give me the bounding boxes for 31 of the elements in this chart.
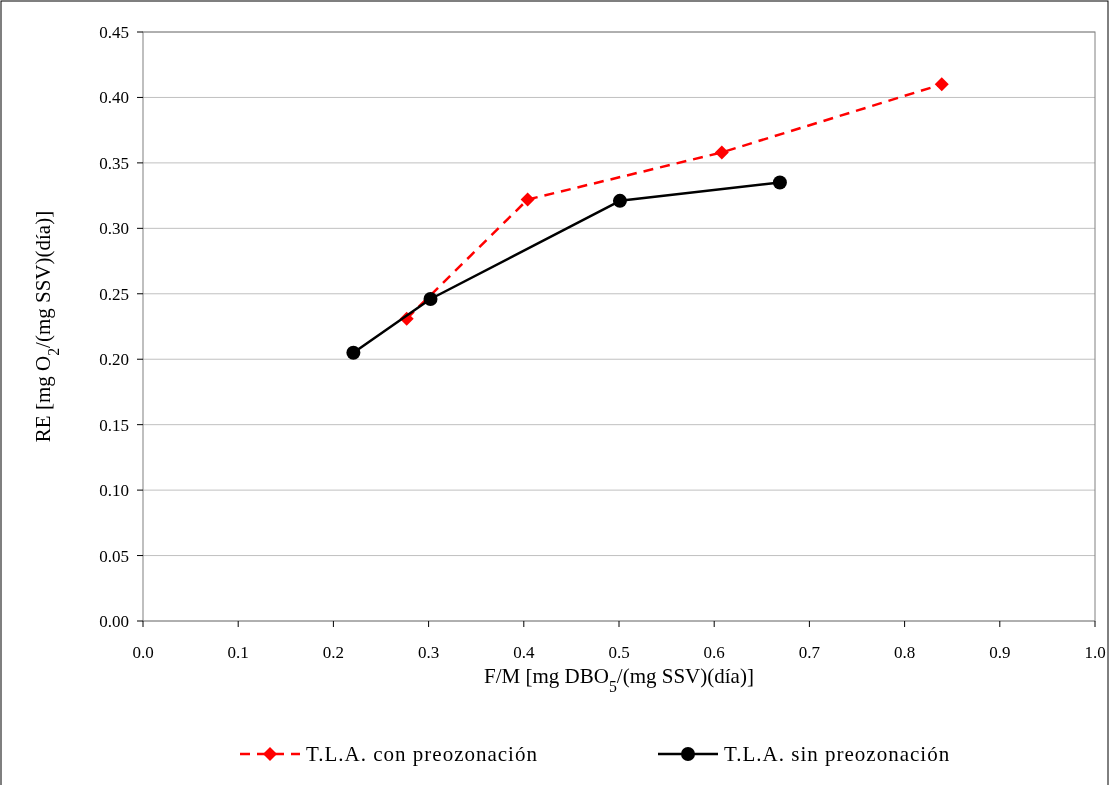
y-tick-label: 0.25 (99, 284, 129, 304)
x-tick-label: 0.5 (608, 643, 630, 662)
x-tick-label: 0.9 (989, 643, 1011, 662)
x-tick-label: 0.2 (322, 643, 345, 662)
x-tick-label: 0.3 (417, 643, 440, 662)
y-tick-label: 0.15 (99, 415, 129, 435)
y-tick-label: 0.30 (99, 219, 129, 239)
x-tick-label: 0.6 (703, 643, 725, 662)
point (612, 193, 627, 208)
x-tick-label: 0.8 (893, 643, 916, 662)
x-tick-label: 0.4 (513, 643, 535, 662)
point (423, 292, 438, 307)
x-tick-label: 1.0 (1084, 643, 1106, 662)
legend-label: T.L.A. sin preozonación (724, 742, 951, 766)
y-tick-label: 0.00 (99, 612, 129, 631)
x-tick-label: 0.0 (132, 643, 154, 662)
point (520, 192, 535, 207)
y-tick-label: 0.35 (99, 153, 129, 173)
x-tick-label: 0.1 (227, 643, 249, 662)
y-tick-label: 0.05 (99, 546, 129, 566)
y-tick-label: 0.10 (99, 481, 129, 501)
point (772, 175, 787, 190)
point (346, 345, 361, 360)
y-tick-label: 0.45 (99, 23, 129, 42)
y-tick-label: 0.40 (99, 88, 129, 108)
point (934, 77, 949, 92)
x-tick-label: 0.7 (798, 643, 821, 662)
x-axis-title: F/M [mg DBO$_{5}$/(mg SSV)(día)] (484, 664, 754, 695)
legend-label: T.L.A. con preozonación (306, 742, 538, 766)
point (714, 145, 729, 160)
y-tick-label: 0.20 (99, 350, 129, 370)
